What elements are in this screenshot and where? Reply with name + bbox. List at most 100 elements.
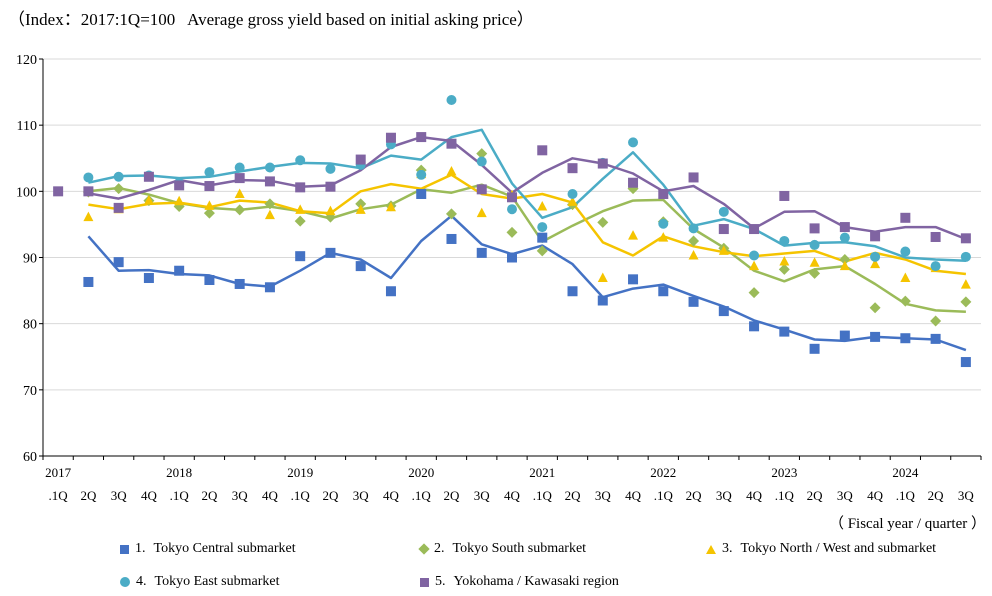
data-point bbox=[174, 195, 185, 206]
x-category-label: 3Q bbox=[353, 488, 370, 503]
data-point bbox=[446, 95, 457, 106]
x-category-label: 2Q bbox=[201, 488, 218, 503]
data-point bbox=[597, 158, 608, 169]
data-point bbox=[839, 222, 850, 233]
x-category-label: .1Q bbox=[412, 488, 432, 503]
data-point bbox=[869, 302, 881, 314]
data-point bbox=[839, 260, 850, 271]
data-point bbox=[325, 163, 336, 174]
x-year-label: 2021 bbox=[529, 465, 555, 480]
data-point bbox=[113, 202, 124, 213]
trend-line-yokohama-kawasaki-region bbox=[88, 135, 967, 241]
data-point bbox=[809, 257, 820, 267]
trend-line-tokyo-central-submarket bbox=[87, 214, 967, 352]
data-point bbox=[234, 188, 245, 198]
data-point bbox=[870, 258, 881, 269]
data-point bbox=[930, 261, 941, 272]
data-point bbox=[264, 209, 275, 220]
data-point bbox=[204, 274, 215, 285]
data-point bbox=[295, 204, 306, 214]
data-point bbox=[264, 162, 275, 173]
data-point bbox=[445, 208, 457, 220]
data-point bbox=[325, 181, 336, 192]
data-point bbox=[446, 233, 457, 244]
data-point bbox=[900, 246, 911, 257]
data-point bbox=[870, 231, 881, 242]
data-point bbox=[658, 218, 669, 229]
axis-labels: 60 70 80 90 100 110 120 .1Q 2Q 3Q 4Q .1Q 2Q 3Q 4Q .1Q 2Q… bbox=[16, 53, 986, 532]
data-point bbox=[507, 192, 517, 203]
data-point bbox=[537, 222, 548, 233]
axes bbox=[39, 58, 982, 460]
data-point bbox=[688, 296, 699, 307]
y-tick-label: 60 bbox=[23, 450, 37, 465]
data-point bbox=[718, 245, 729, 255]
data-point bbox=[203, 207, 215, 219]
data-point bbox=[537, 145, 548, 156]
x-category-label: 3Q bbox=[474, 488, 491, 503]
data-point bbox=[537, 201, 548, 211]
data-point bbox=[960, 296, 972, 308]
data-point bbox=[264, 198, 276, 210]
data-point bbox=[355, 198, 367, 210]
x-category-label: 3Q bbox=[958, 488, 975, 503]
trend-line-tokyo-north-west-and-submarket bbox=[88, 173, 967, 276]
data-point bbox=[930, 315, 942, 327]
data-point bbox=[597, 295, 608, 306]
data-point bbox=[507, 252, 517, 263]
data-point bbox=[960, 251, 971, 262]
data-point bbox=[779, 326, 790, 337]
x-category-label: 4Q bbox=[867, 488, 884, 503]
data-point bbox=[113, 183, 125, 195]
data-point bbox=[446, 165, 457, 176]
y-tick-label: 120 bbox=[16, 53, 37, 68]
x-category-label: 2Q bbox=[807, 488, 824, 503]
data-point bbox=[748, 287, 760, 299]
data-point bbox=[567, 188, 578, 199]
data-point bbox=[476, 207, 487, 218]
x-category-label: 2Q bbox=[928, 488, 945, 503]
data-point bbox=[688, 250, 699, 260]
x-category-label: 3Q bbox=[111, 488, 128, 503]
data-point bbox=[688, 172, 699, 183]
x-year-label: 2024 bbox=[892, 465, 919, 480]
data-point bbox=[295, 155, 306, 166]
data-point bbox=[688, 235, 700, 247]
data-point bbox=[355, 261, 366, 272]
data-point bbox=[476, 156, 487, 167]
data-point bbox=[718, 306, 729, 317]
data-point bbox=[597, 272, 608, 283]
data-point bbox=[960, 279, 971, 289]
data-point bbox=[718, 206, 729, 217]
data-point bbox=[839, 253, 851, 265]
x-category-label: .1Q bbox=[654, 488, 674, 503]
data-point bbox=[476, 148, 488, 160]
data-point bbox=[174, 180, 185, 191]
data-point bbox=[385, 286, 396, 297]
x-category-label: 3Q bbox=[837, 488, 854, 503]
data-point bbox=[870, 251, 881, 262]
data-point bbox=[536, 245, 548, 257]
x-category-label: .1Q bbox=[896, 488, 916, 503]
x-category-label: .1Q bbox=[775, 488, 795, 503]
y-tick-label: 70 bbox=[23, 384, 37, 399]
x-category-label: .1Q bbox=[170, 488, 190, 503]
data-point bbox=[749, 250, 760, 261]
data-point bbox=[294, 215, 306, 227]
x-year-label: 2022 bbox=[650, 465, 676, 480]
data-point bbox=[204, 181, 215, 192]
x-category-label: 2Q bbox=[686, 488, 703, 503]
data-point bbox=[143, 171, 154, 182]
x-category-label: .1Q bbox=[49, 488, 69, 503]
data-point bbox=[960, 357, 971, 368]
data-point bbox=[295, 251, 306, 262]
x-category-label: .1Q bbox=[291, 488, 311, 503]
data-point bbox=[355, 204, 366, 214]
data-point bbox=[930, 333, 941, 344]
data-point bbox=[295, 182, 306, 193]
data-point bbox=[658, 232, 669, 242]
data-point bbox=[930, 231, 941, 242]
data-point bbox=[628, 137, 639, 148]
x-category-label: 2Q bbox=[80, 488, 97, 503]
x-category-label: 4Q bbox=[262, 488, 279, 503]
